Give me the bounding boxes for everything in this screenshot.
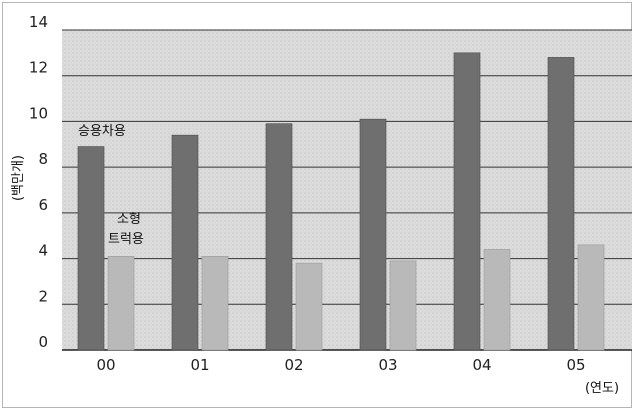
y-tick-label: 6 bbox=[38, 196, 48, 214]
x-tick-label: 05 bbox=[566, 356, 585, 374]
bar-passenger-02 bbox=[265, 123, 293, 351]
bars bbox=[77, 52, 605, 351]
bar-light-truck-03 bbox=[389, 260, 417, 351]
x-tick-label: 01 bbox=[190, 356, 209, 374]
y-tick-label: 0 bbox=[38, 333, 48, 351]
y-tick-label: 10 bbox=[29, 104, 48, 122]
bar-passenger-01 bbox=[171, 134, 199, 351]
gridlines bbox=[62, 29, 632, 351]
y-axis-label: (백만개) bbox=[11, 155, 26, 201]
series2-annotation-line1: 소형 bbox=[117, 212, 141, 227]
bar-light-truck-00 bbox=[107, 255, 135, 351]
x-tick-label: 03 bbox=[378, 356, 397, 374]
y-tick-label: 2 bbox=[38, 287, 48, 305]
bar-light-truck-01 bbox=[201, 255, 229, 351]
bar-passenger-05 bbox=[547, 57, 575, 351]
y-tick-label: 4 bbox=[38, 242, 48, 260]
x-tick-label: 02 bbox=[284, 356, 303, 374]
y-tick-label: 8 bbox=[38, 150, 48, 168]
plot-area bbox=[62, 30, 632, 350]
bar-passenger-03 bbox=[359, 118, 387, 351]
y-tick-label: 14 bbox=[29, 13, 48, 31]
y-axis-ticks: 0 2 4 6 8 10 12 14 bbox=[29, 13, 48, 351]
x-tick-label: 00 bbox=[96, 356, 115, 374]
y-tick-label: 12 bbox=[29, 59, 48, 77]
bar-light-truck-02 bbox=[295, 262, 323, 351]
x-axis-label: (연도) bbox=[585, 381, 619, 396]
bar-passenger-04 bbox=[453, 52, 481, 351]
bar-light-truck-05 bbox=[577, 244, 605, 351]
x-axis-ticks: 00 01 02 03 04 05 bbox=[96, 356, 585, 374]
series2-annotation-line2: 트럭용 bbox=[108, 232, 144, 247]
bar-light-truck-04 bbox=[483, 249, 511, 351]
x-tick-label: 04 bbox=[472, 356, 491, 374]
bar-passenger-00 bbox=[77, 146, 105, 351]
series1-annotation: 승용차용 bbox=[78, 124, 126, 139]
